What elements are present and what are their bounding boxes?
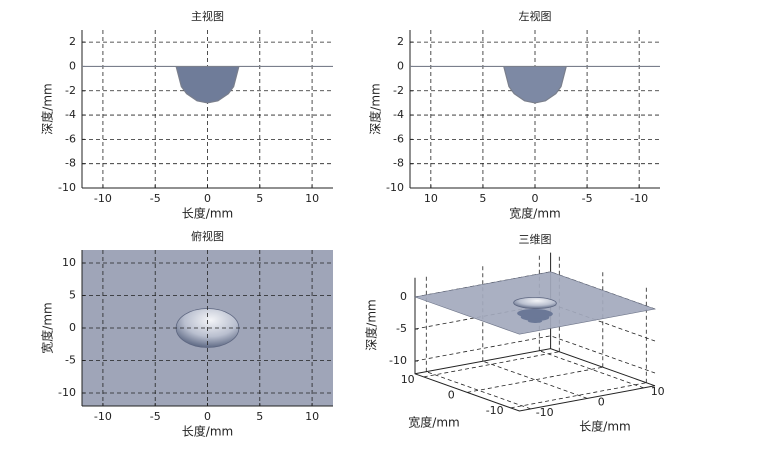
x-tick-label: -10 bbox=[536, 406, 554, 419]
x-tick-label: -10 bbox=[94, 192, 112, 205]
x-tick-label: 0 bbox=[204, 410, 211, 423]
crater-profile bbox=[410, 65, 660, 104]
y-tick-label: 0 bbox=[397, 59, 404, 72]
x-tick-label: -5 bbox=[582, 192, 593, 205]
x-axis-label: 长度/mm bbox=[182, 206, 233, 221]
y-tick-label: 2 bbox=[397, 35, 404, 48]
x-tick-label: 0 bbox=[598, 395, 605, 408]
y-tick-label: -8 bbox=[393, 157, 404, 170]
x-tick-label: 5 bbox=[479, 192, 486, 205]
grid-line bbox=[467, 366, 603, 393]
x-tick-label: 0 bbox=[532, 192, 539, 205]
y-tick-label: -4 bbox=[393, 108, 404, 121]
chart-title: 俯视图 bbox=[191, 229, 224, 243]
x-axis-label: 宽度/mm bbox=[509, 206, 560, 221]
y-tick-label: -5 bbox=[65, 354, 76, 367]
crater-profile bbox=[82, 65, 333, 104]
y-tick-label: 0 bbox=[448, 388, 455, 401]
y-tick-label: -6 bbox=[65, 132, 76, 145]
x-tick-label: 5 bbox=[256, 192, 263, 205]
x-tick-label: 10 bbox=[305, 192, 319, 205]
z-tick-label: -10 bbox=[389, 354, 407, 367]
grid-line bbox=[426, 371, 531, 410]
z-axis-label: 深度/mm bbox=[364, 299, 379, 350]
grid-line bbox=[414, 335, 656, 374]
x-tick-label: -5 bbox=[150, 410, 161, 423]
y-tick-label: -10 bbox=[58, 386, 76, 399]
y-tick-label: 10 bbox=[62, 256, 76, 269]
y-tick-label: -4 bbox=[65, 108, 76, 121]
x-tick-label: 10 bbox=[424, 192, 438, 205]
y-axis-label: 深度/mm bbox=[40, 83, 55, 134]
crater-opening bbox=[513, 297, 557, 309]
chart-title: 三维图 bbox=[519, 233, 552, 246]
y-tick-label: -10 bbox=[486, 404, 504, 417]
y-tick-label: -6 bbox=[393, 132, 404, 145]
y-tick-label: 2 bbox=[69, 35, 76, 48]
y-tick-label: -2 bbox=[65, 84, 76, 97]
grid-line bbox=[510, 382, 647, 409]
y-axis-label: 宽度/mm bbox=[408, 415, 459, 430]
x-tick-label: 5 bbox=[256, 410, 263, 423]
y-tick-label: -10 bbox=[58, 181, 76, 194]
x-tick-label: 0 bbox=[204, 192, 211, 205]
y-tick-label: -10 bbox=[386, 181, 404, 194]
y-tick-label: -2 bbox=[393, 84, 404, 97]
y-axis-label: 宽度/mm bbox=[40, 302, 55, 353]
x-tick-label: -10 bbox=[94, 410, 112, 423]
y-tick-label: 0 bbox=[69, 321, 76, 334]
chart-title: 主视图 bbox=[191, 9, 224, 23]
grid-line bbox=[423, 351, 560, 378]
y-axis-label: 深度/mm bbox=[368, 83, 383, 134]
y-tick-label: 0 bbox=[69, 59, 76, 72]
x-tick-label: -5 bbox=[150, 192, 161, 205]
x-tick-label: 10 bbox=[305, 410, 319, 423]
grid-line bbox=[414, 303, 656, 342]
z-tick-label: -5 bbox=[396, 322, 407, 335]
grid-line bbox=[482, 360, 588, 399]
y-tick-label: 10 bbox=[401, 373, 415, 386]
chart-title: 左视图 bbox=[519, 9, 552, 23]
y-tick-label: 5 bbox=[69, 289, 76, 302]
x-axis-label: 长度/mm bbox=[182, 424, 233, 439]
x-tick-label: 10 bbox=[651, 385, 665, 398]
crater-ring bbox=[517, 309, 553, 319]
x-axis-label: 长度/mm bbox=[579, 419, 630, 434]
grid-line bbox=[539, 350, 644, 389]
axis-lines bbox=[414, 277, 656, 412]
z-tick-label: 0 bbox=[400, 290, 407, 303]
x-tick-label: -10 bbox=[630, 192, 648, 205]
y-tick-label: -8 bbox=[65, 157, 76, 170]
